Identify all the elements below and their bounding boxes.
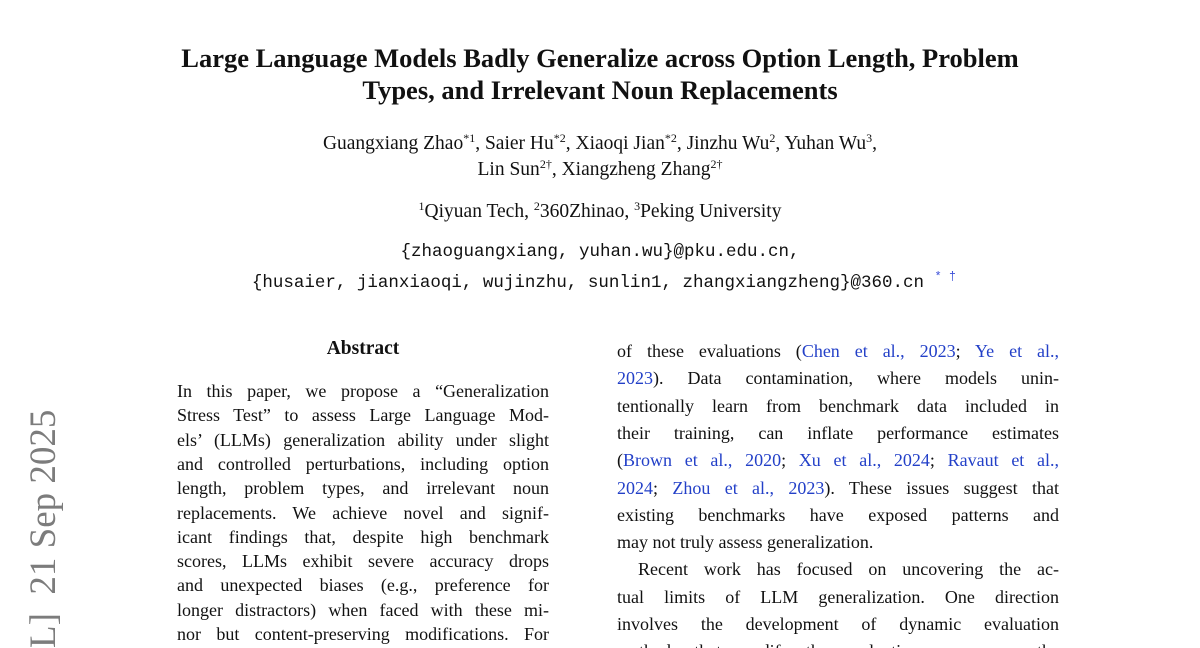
paragraph-line: may not truly assess generalization. [617, 531, 1059, 553]
abstract-line: and controlled perturbations, including … [177, 453, 549, 474]
citation-link[interactable]: Xu et al., 2024 [798, 450, 930, 471]
paragraph-line: tual limits of LLM generalization. One d… [617, 586, 1059, 608]
footnote-marks[interactable]: * † [934, 270, 957, 284]
abstract-line: els’ (LLMs) generalization ability under… [177, 429, 549, 450]
email-line-2: {husaier, jianxiaoqi, wujinzhu, sunlin1,… [4, 270, 1200, 293]
text-segment: may not truly assess generalization. [617, 532, 874, 553]
text-segment: Recent work has focused on uncovering th… [638, 559, 1059, 580]
text-segment: ( [617, 450, 623, 471]
text-segment: ; [653, 477, 673, 498]
text-segment: tentionally learn from benchmark data in… [617, 395, 1059, 416]
abstract-line: longer distractors) when faced with thes… [177, 599, 549, 620]
text-segment: tual limits of LLM generalization. One d… [617, 586, 1059, 607]
author-affiliation-mark: 2 [769, 131, 776, 145]
author-affiliation-mark: *2 [553, 131, 566, 145]
affiliation-mark: 3 [634, 199, 641, 213]
text-segment: ). Data contamination, where models unin… [653, 368, 1059, 389]
citation-link[interactable]: Brown et al., 2020 [623, 450, 782, 471]
affiliation-name: 360Zhinao [539, 201, 625, 222]
abstract-line: icant findings that, despite high benchm… [177, 526, 549, 547]
abstract-line: In this paper, we propose a “Generalizat… [177, 381, 549, 401]
abstract-line: Stress Test” to assess Large Language Mo… [177, 405, 549, 426]
abstract-line: nor but content-preserving modifications… [177, 624, 549, 644]
author-name: Xiaoqi Jian [575, 133, 665, 154]
text-segment: ; [929, 450, 948, 471]
paragraph-line: (Brown et al., 2020; Xu et al., 2024; Ra… [617, 449, 1059, 471]
author-name: Jinzhu Wu [686, 133, 770, 154]
paragraph-line: Recent work has focused on uncovering th… [638, 558, 1059, 580]
email-text: {husaier, jianxiaoqi, wujinzhu, sunlin1,… [251, 273, 924, 293]
text-segment: ). These issues suggest that [824, 477, 1059, 498]
author-affiliation-mark: 2† [539, 157, 552, 171]
text-segment: methods that modify the evaluation proce… [617, 641, 1059, 648]
text-segment: ; [955, 341, 975, 361]
text-segment: ; [781, 450, 799, 471]
affiliation-name: Qiyuan Tech [424, 201, 525, 222]
abstract-line: length, problem types, and irrelevant no… [177, 478, 549, 499]
paragraph-line: 2024; Zhou et al., 2023). These issues s… [617, 477, 1059, 499]
authors-line-2: Lin Sun2†, Xiangzheng Zhang2† [477, 157, 723, 180]
affiliation-mark: 2 [533, 199, 540, 213]
email-line-1: {zhaoguangxiang, yuhan.wu}@pku.edu.cn, [400, 242, 800, 262]
paragraph-line: their training, can inflate performance … [617, 422, 1059, 444]
author-name: Yuhan Wu [784, 133, 867, 154]
paragraph-line: involves the development of dynamic eval… [617, 613, 1059, 635]
citation-link[interactable]: Ye et al., [974, 341, 1060, 361]
arxiv-stamp: L] 21 Sep 2025 [23, 409, 64, 648]
text-segment: of these evaluations ( [617, 341, 802, 361]
text-segment: existing benchmarks have exposed pattern… [617, 504, 1059, 525]
author-name: Xiangzheng Zhang [561, 159, 711, 180]
abstract-line: and unexpected biases (e.g., preference … [177, 575, 549, 596]
paper-title-line-2: Types, and Irrelevant Noun Replacements [362, 75, 838, 105]
text-segment: their training, can inflate performance … [617, 422, 1059, 443]
author-affiliation-mark: *1 [463, 131, 476, 145]
abstract-line: scores, LLMs exhibit severe accuracy dro… [177, 551, 549, 572]
paragraph-line: methods that modify the evaluation proce… [617, 640, 1059, 648]
citation-link[interactable]: Ravaut et al., [947, 450, 1059, 471]
author-name: Lin Sun [477, 159, 540, 180]
author-name: Guangxiang Zhao [322, 133, 464, 154]
affiliations: 1Qiyuan Tech, 2360Zhinao, 3Peking Univer… [418, 199, 782, 222]
paragraph-line: 2023). Data contamination, where models … [617, 367, 1059, 389]
author-name: Saier Hu [484, 133, 554, 154]
citation-link[interactable]: 2024 [617, 477, 653, 498]
author-affiliation-mark: *2 [664, 131, 677, 145]
text-segment: involves the development of dynamic eval… [617, 614, 1059, 634]
abstract-heading: Abstract [326, 338, 400, 359]
paragraph-line: existing benchmarks have exposed pattern… [617, 504, 1059, 526]
paragraph-line: of these evaluations (Chen et al., 2023;… [617, 340, 1059, 362]
authors-line-1: Guangxiang Zhao*1, Saier Hu*2, Xiaoqi Ji… [322, 131, 878, 154]
citation-link[interactable]: Chen et al., 2023 [801, 341, 956, 361]
abstract-line: replacements. We achieve novel and signi… [177, 502, 549, 523]
affiliation-mark: 1 [418, 199, 425, 213]
citation-link[interactable]: 2023 [617, 368, 653, 389]
paper-title-line-1: Large Language Models Badly Generalize a… [181, 43, 1019, 73]
author-affiliation-mark: 3 [866, 131, 873, 145]
citation-link[interactable]: Zhou et al., 2023 [672, 477, 825, 498]
paragraph-line: tentionally learn from benchmark data in… [617, 395, 1059, 417]
affiliation-name: Peking University [640, 201, 782, 222]
author-affiliation-mark: 2† [710, 157, 723, 171]
